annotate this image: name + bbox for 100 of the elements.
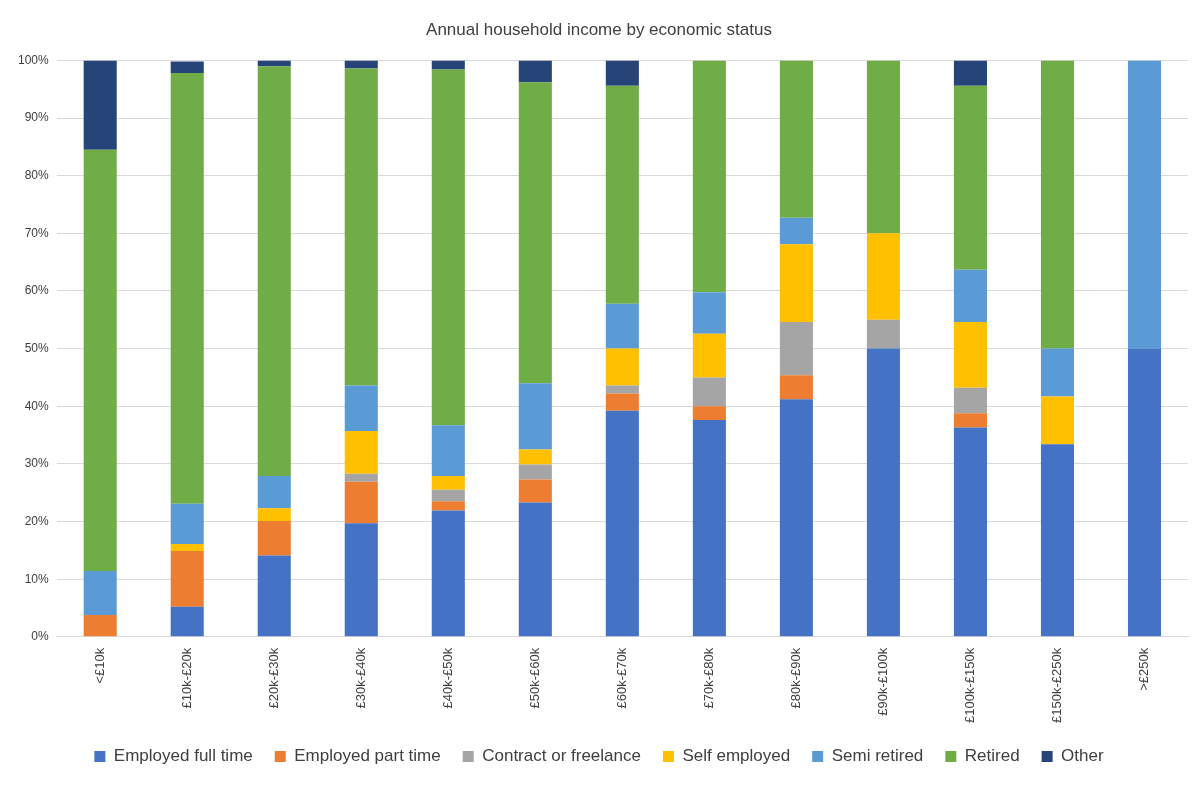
bar	[692, 420, 726, 637]
bar	[518, 479, 552, 503]
x-tick-label: £70k-£80k	[700, 647, 716, 709]
bar	[257, 508, 291, 521]
bar	[953, 427, 987, 637]
y-tick-label: 80%	[24, 168, 50, 182]
bar	[779, 60, 813, 218]
x-tick-label: £80k-£90k	[787, 647, 803, 709]
x-tick-label: <£10k	[91, 647, 107, 684]
bar	[953, 85, 987, 270]
bar	[83, 614, 117, 637]
bar	[779, 375, 813, 400]
bar	[344, 481, 378, 524]
bar	[605, 393, 639, 411]
y-tick-label: 10%	[24, 571, 50, 586]
y-tick-label: 0%	[31, 629, 50, 644]
bar	[605, 410, 639, 637]
bar	[953, 322, 987, 388]
bar	[431, 510, 465, 637]
x-tick-label: £100k-£150k	[962, 647, 978, 723]
bar	[1127, 348, 1162, 637]
y-tick-label: 90%	[24, 110, 50, 125]
bar	[1127, 60, 1162, 349]
x-tick-label: £50k-£60k	[526, 647, 542, 709]
legend-label: Retired	[964, 746, 1020, 766]
bar	[518, 464, 552, 480]
legend-label: Employed part time	[294, 746, 441, 766]
bar	[953, 413, 987, 428]
y-tick-label: 40%	[24, 398, 50, 413]
legend-label: Self employed	[682, 746, 791, 766]
x-tick-label: £60k-£70k	[613, 647, 629, 709]
bar	[431, 60, 465, 70]
legend-label: Employed full time	[113, 746, 253, 766]
y-tick-label: 60%	[24, 283, 50, 298]
bar	[83, 149, 117, 572]
bar	[866, 348, 900, 637]
bar	[692, 292, 726, 334]
bar	[83, 60, 117, 150]
bar	[344, 473, 378, 482]
legend-label: Other	[1061, 746, 1104, 766]
bar	[779, 322, 813, 376]
bar	[605, 348, 639, 386]
bar	[431, 501, 465, 511]
y-tick-label: 20%	[24, 513, 50, 528]
bar	[692, 377, 726, 407]
y-tick-label: 100%	[17, 52, 50, 67]
legend-label: Semi retired	[831, 746, 924, 766]
bar	[1040, 444, 1074, 637]
bar	[518, 383, 552, 450]
chart-title: Annual household income by economic status	[426, 19, 772, 39]
x-tick-label: £20k-£30k	[265, 647, 281, 709]
bar	[692, 333, 726, 378]
bar	[257, 555, 291, 637]
x-tick-label: £150k-£250k	[1049, 647, 1065, 723]
x-tick-label: £40k-£50k	[439, 647, 455, 709]
bar	[518, 60, 552, 83]
bar	[779, 244, 813, 323]
bar	[866, 319, 900, 349]
bar	[605, 303, 639, 349]
bar	[344, 523, 378, 637]
bar	[866, 60, 900, 234]
bar	[344, 68, 378, 386]
y-tick-label: 30%	[24, 456, 50, 471]
bar	[83, 571, 117, 615]
bar	[518, 82, 552, 384]
bar	[605, 385, 639, 394]
bar	[431, 69, 465, 426]
bar	[779, 217, 813, 245]
bar	[257, 520, 291, 556]
x-tick-label: >£250k	[1136, 647, 1152, 691]
x-tick-label: £30k-£40k	[352, 647, 368, 709]
bar	[692, 406, 726, 421]
bar	[170, 544, 204, 551]
x-tick-label: £90k-£100k	[875, 647, 890, 716]
bar	[170, 73, 204, 504]
bar	[779, 399, 813, 637]
bar	[1040, 396, 1074, 445]
bar	[953, 387, 987, 414]
bar	[518, 502, 552, 637]
bar	[953, 60, 987, 86]
bar	[431, 425, 465, 477]
bar	[257, 476, 291, 509]
bar	[257, 66, 291, 477]
bar	[170, 503, 204, 545]
bar	[605, 60, 639, 86]
y-tick-label: 70%	[24, 225, 50, 240]
bar	[866, 233, 900, 320]
y-tick-label: 50%	[24, 340, 50, 355]
bar	[170, 606, 204, 637]
bar	[518, 449, 552, 465]
bar	[431, 489, 465, 502]
legend-label: Contract or freelance	[482, 746, 641, 766]
bar	[170, 61, 204, 74]
bar	[1040, 60, 1074, 349]
bar	[1040, 348, 1074, 397]
bar	[431, 476, 465, 490]
bar	[344, 385, 378, 432]
bar	[953, 269, 987, 323]
bar	[605, 85, 639, 304]
bar	[344, 431, 378, 474]
